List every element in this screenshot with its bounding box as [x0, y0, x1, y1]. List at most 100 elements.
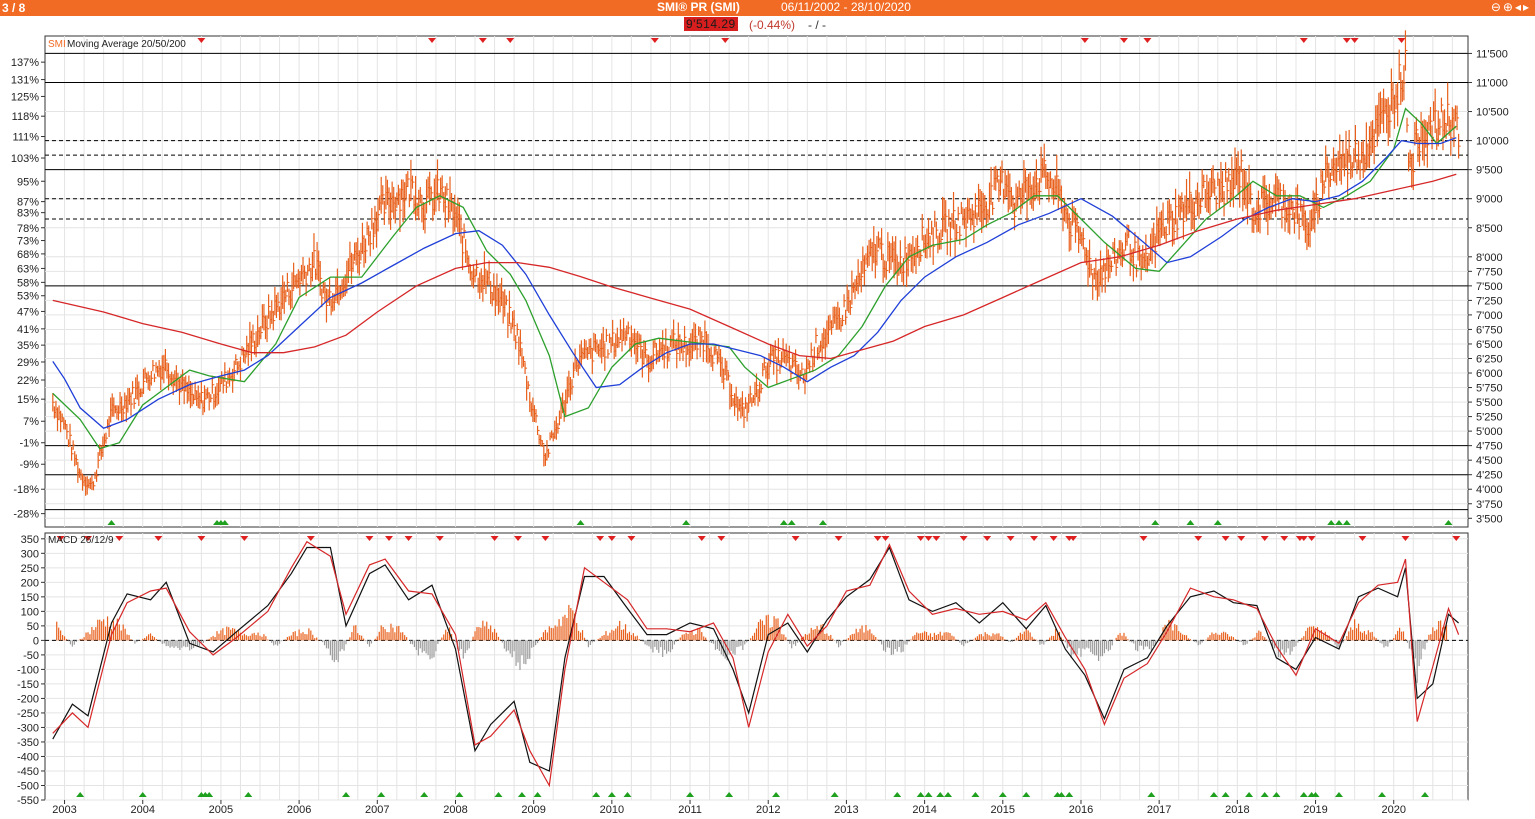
macd-sell-marker [1260, 536, 1269, 541]
price-ytick-label: 6'250 [1476, 353, 1503, 365]
sell-signal-marker [721, 38, 730, 43]
macd-buy-marker [494, 792, 503, 797]
sell-signal-marker [1080, 38, 1089, 43]
x-tick-label: 2003 [52, 804, 76, 816]
sell-signal-marker [1143, 38, 1152, 43]
sell-signal-marker [506, 38, 515, 43]
macd-sell-marker [1307, 536, 1316, 541]
price-bar: 9'514.29 (-0.44%) - / - [0, 16, 1535, 34]
macd-ytick-label: -150 [17, 679, 39, 691]
pct-tick-label: 137% [11, 57, 39, 69]
pct-tick-label: 95% [17, 176, 39, 188]
price-ytick-label: 7'000 [1476, 310, 1503, 322]
macd-buy-marker [76, 792, 85, 797]
zoom-nav-controls[interactable]: ⊖⊕◂▸ [1490, 0, 1531, 14]
macd-buy-marker [377, 792, 386, 797]
macd-buy-marker [1022, 792, 1031, 797]
x-tick-label: 2005 [209, 804, 233, 816]
signal-line [52, 540, 1460, 788]
macd-sell-marker [627, 536, 636, 541]
pct-tick-label: 15% [17, 394, 39, 406]
pct-tick-label: 41% [17, 324, 39, 336]
macd-buy-marker [138, 792, 147, 797]
macd-buy-marker [455, 792, 464, 797]
macd-sell-marker [916, 536, 925, 541]
macd-buy-marker [1221, 792, 1230, 797]
macd-ytick-label: 200 [21, 577, 39, 589]
buy-signal-marker [1327, 520, 1336, 525]
sell-signal-marker [197, 38, 206, 43]
x-tick-label: 2004 [130, 804, 154, 816]
pct-tick-label: 131% [11, 75, 39, 87]
macd-sell-marker [1280, 536, 1289, 541]
macd-buy-marker [623, 792, 632, 797]
macd-sell-marker [607, 536, 616, 541]
macd-sell-marker [873, 536, 882, 541]
price-ytick-label: 9'000 [1476, 194, 1503, 206]
macd-ytick-label: 150 [21, 592, 39, 604]
sell-signal-marker [478, 38, 487, 43]
ma50-line [52, 137, 1457, 429]
x-tick-label: 2010 [600, 804, 624, 816]
macd-ytick-label: -200 [17, 693, 39, 705]
macd-sell-marker [881, 536, 890, 541]
macd-sell-marker [306, 536, 315, 541]
macd-ytick-label: -450 [17, 766, 39, 778]
page-counter: 3 / 8 [2, 1, 26, 15]
buy-signal-marker [1342, 520, 1351, 525]
x-tick-label: 2013 [834, 804, 858, 816]
price-ytick-label: 3'500 [1476, 513, 1503, 525]
pct-tick-label: 103% [11, 153, 39, 165]
pct-tick-label: 111% [12, 132, 39, 144]
x-tick-label: 2017 [1147, 804, 1171, 816]
price-ytick-label: 11'000 [1476, 77, 1508, 89]
macd-ytick-label: -50 [23, 650, 39, 662]
pct-tick-label: 125% [11, 91, 39, 103]
macd-ytick-label: -400 [17, 751, 39, 763]
sell-signal-marker [1342, 38, 1351, 43]
buy-signal-marker [1186, 520, 1195, 525]
macd-sell-marker [717, 536, 726, 541]
macd-buy-marker [1377, 792, 1386, 797]
macd-buy-marker [893, 792, 902, 797]
macd-sell-marker [197, 536, 206, 541]
macd-buy-marker [1311, 792, 1320, 797]
x-tick-label: 2009 [521, 804, 545, 816]
pct-tick-label: 73% [17, 236, 39, 248]
macd-buy-marker [830, 792, 839, 797]
macd-buy-marker [1260, 792, 1269, 797]
price-ytick-label: 7'500 [1476, 281, 1503, 293]
pct-tick-label: 63% [17, 263, 39, 275]
macd-sell-marker [983, 536, 992, 541]
macd-buy-marker [1272, 792, 1281, 797]
x-axis: 2003 2004 2005 2006 2007 2008 2009 2010 2011 2012… [52, 800, 1406, 816]
legend-indicator: Moving Average 20/50/200 [67, 39, 186, 50]
macd-sell-marker [404, 536, 413, 541]
legend-symbol: SMI [48, 39, 66, 50]
macd-sell-marker [56, 536, 65, 541]
macd-buy-marker [342, 792, 351, 797]
price-ytick-label: 4'250 [1476, 470, 1503, 482]
macd-line [52, 546, 1459, 772]
pct-tick-label: 68% [17, 249, 39, 261]
pct-tick-label: -1% [19, 438, 39, 450]
price-ytick-label: 9'500 [1476, 165, 1503, 177]
macd-ytick-label: 250 [21, 563, 39, 575]
macd-sell-marker [1221, 536, 1230, 541]
macd-buy-marker [772, 792, 781, 797]
macd-sell-marker [834, 536, 843, 541]
macd-ytick-label: -300 [17, 722, 39, 734]
x-tick-label: 2011 [678, 804, 702, 816]
price-panel: 3'500 3'750 4'000 4'250 4'500 4'750 5'000 5'250… [11, 30, 1509, 528]
price-ytick-label: 4'500 [1476, 455, 1503, 467]
macd-sell-marker [385, 536, 394, 541]
macd-buy-marker [686, 792, 695, 797]
chart-title: SMI® PR (SMI) [657, 0, 740, 14]
buy-signal-marker [576, 520, 585, 525]
macd-buy-marker [1057, 792, 1066, 797]
sell-signal-marker [1397, 38, 1406, 43]
macd-ytick-label: 100 [21, 606, 39, 618]
sell-signal-marker [428, 38, 437, 43]
ma200-line [52, 173, 1457, 360]
